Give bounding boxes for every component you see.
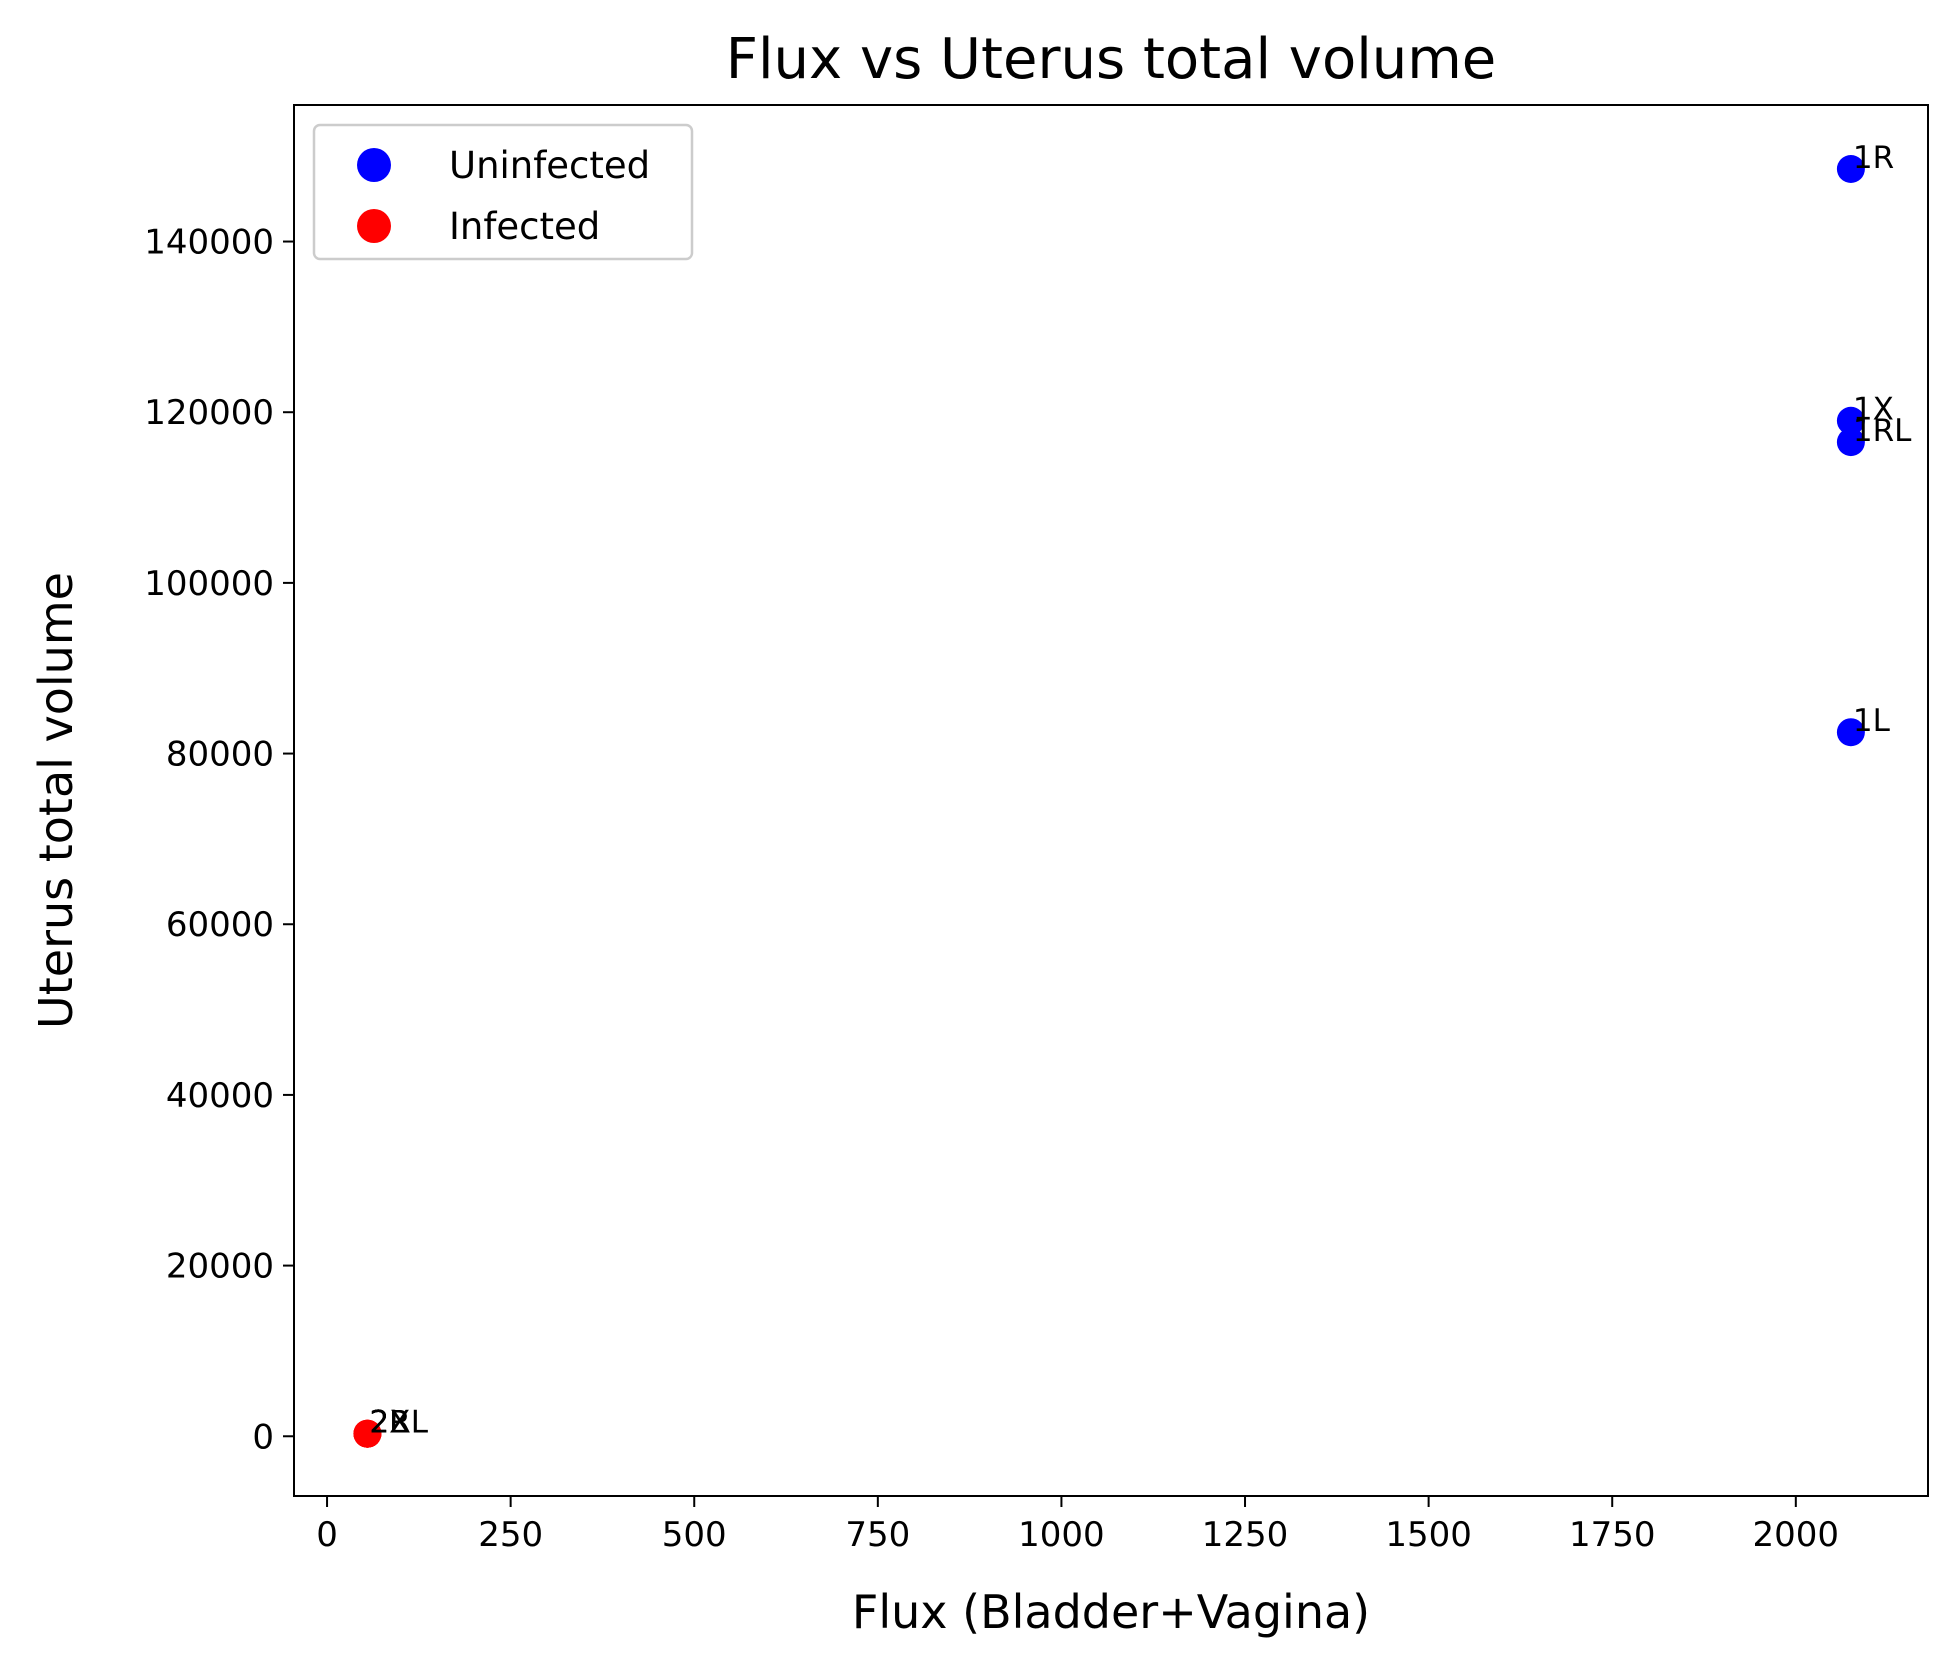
y-tick-label: 60000 — [166, 905, 274, 945]
data-point — [1836, 428, 1865, 457]
point-label: 1L — [1853, 703, 1891, 739]
y-tick-label: 100000 — [144, 564, 274, 604]
legend: Uninfected Infected — [312, 123, 694, 261]
x-tick-label: 1250 — [1202, 1515, 1289, 1555]
point-label: 2X — [369, 1405, 410, 1441]
y-tick-label: 0 — [252, 1417, 274, 1457]
data-point — [1836, 718, 1865, 747]
chart-title: Flux vs Uterus total volume — [726, 27, 1497, 92]
x-tick-label: 0 — [316, 1515, 338, 1555]
data-point — [1836, 155, 1865, 184]
y-tick-label: 80000 — [166, 735, 274, 775]
y-tick-label: 120000 — [144, 393, 274, 433]
x-tick-label: 750 — [845, 1515, 910, 1555]
x-axis: 0 250 500 750 1000 1250 1500 1750 2000 — [316, 1496, 1839, 1555]
x-tick-label: 1500 — [1385, 1515, 1472, 1555]
point-label: 1RL — [1853, 413, 1912, 449]
legend-box — [312, 123, 694, 261]
y-axis-title: Uterus total volume — [29, 572, 83, 1029]
y-tick-label: 20000 — [166, 1247, 274, 1287]
data-points — [353, 155, 1865, 1448]
point-label: 1X — [1853, 392, 1894, 428]
data-point — [353, 1419, 382, 1448]
y-tick-label: 140000 — [144, 223, 274, 263]
point-label: 2L — [369, 1405, 407, 1441]
x-tick-label: 250 — [478, 1515, 543, 1555]
point-label: 1R — [1853, 140, 1894, 176]
plot-frame — [293, 104, 1929, 1497]
x-tick-label: 500 — [662, 1515, 727, 1555]
legend-label: Infected — [449, 205, 600, 248]
legend-marker — [357, 148, 391, 182]
point-label: 2R — [369, 1405, 410, 1441]
y-axis: 0 20000 40000 60000 80000 100000 120000 140000 — [144, 223, 294, 1457]
data-point — [1836, 406, 1865, 435]
point-label: 2RL — [369, 1405, 428, 1441]
x-tick-label: 1000 — [1018, 1515, 1105, 1555]
x-tick-label: 2000 — [1753, 1515, 1840, 1555]
x-tick-label: 1750 — [1569, 1515, 1656, 1555]
x-axis-title: Flux (Bladder+Vagina) — [852, 1585, 1370, 1639]
y-tick-label: 40000 — [166, 1076, 274, 1116]
plot-area — [293, 104, 1929, 1497]
legend-label: Uninfected — [449, 144, 650, 187]
legend-marker — [357, 209, 391, 243]
